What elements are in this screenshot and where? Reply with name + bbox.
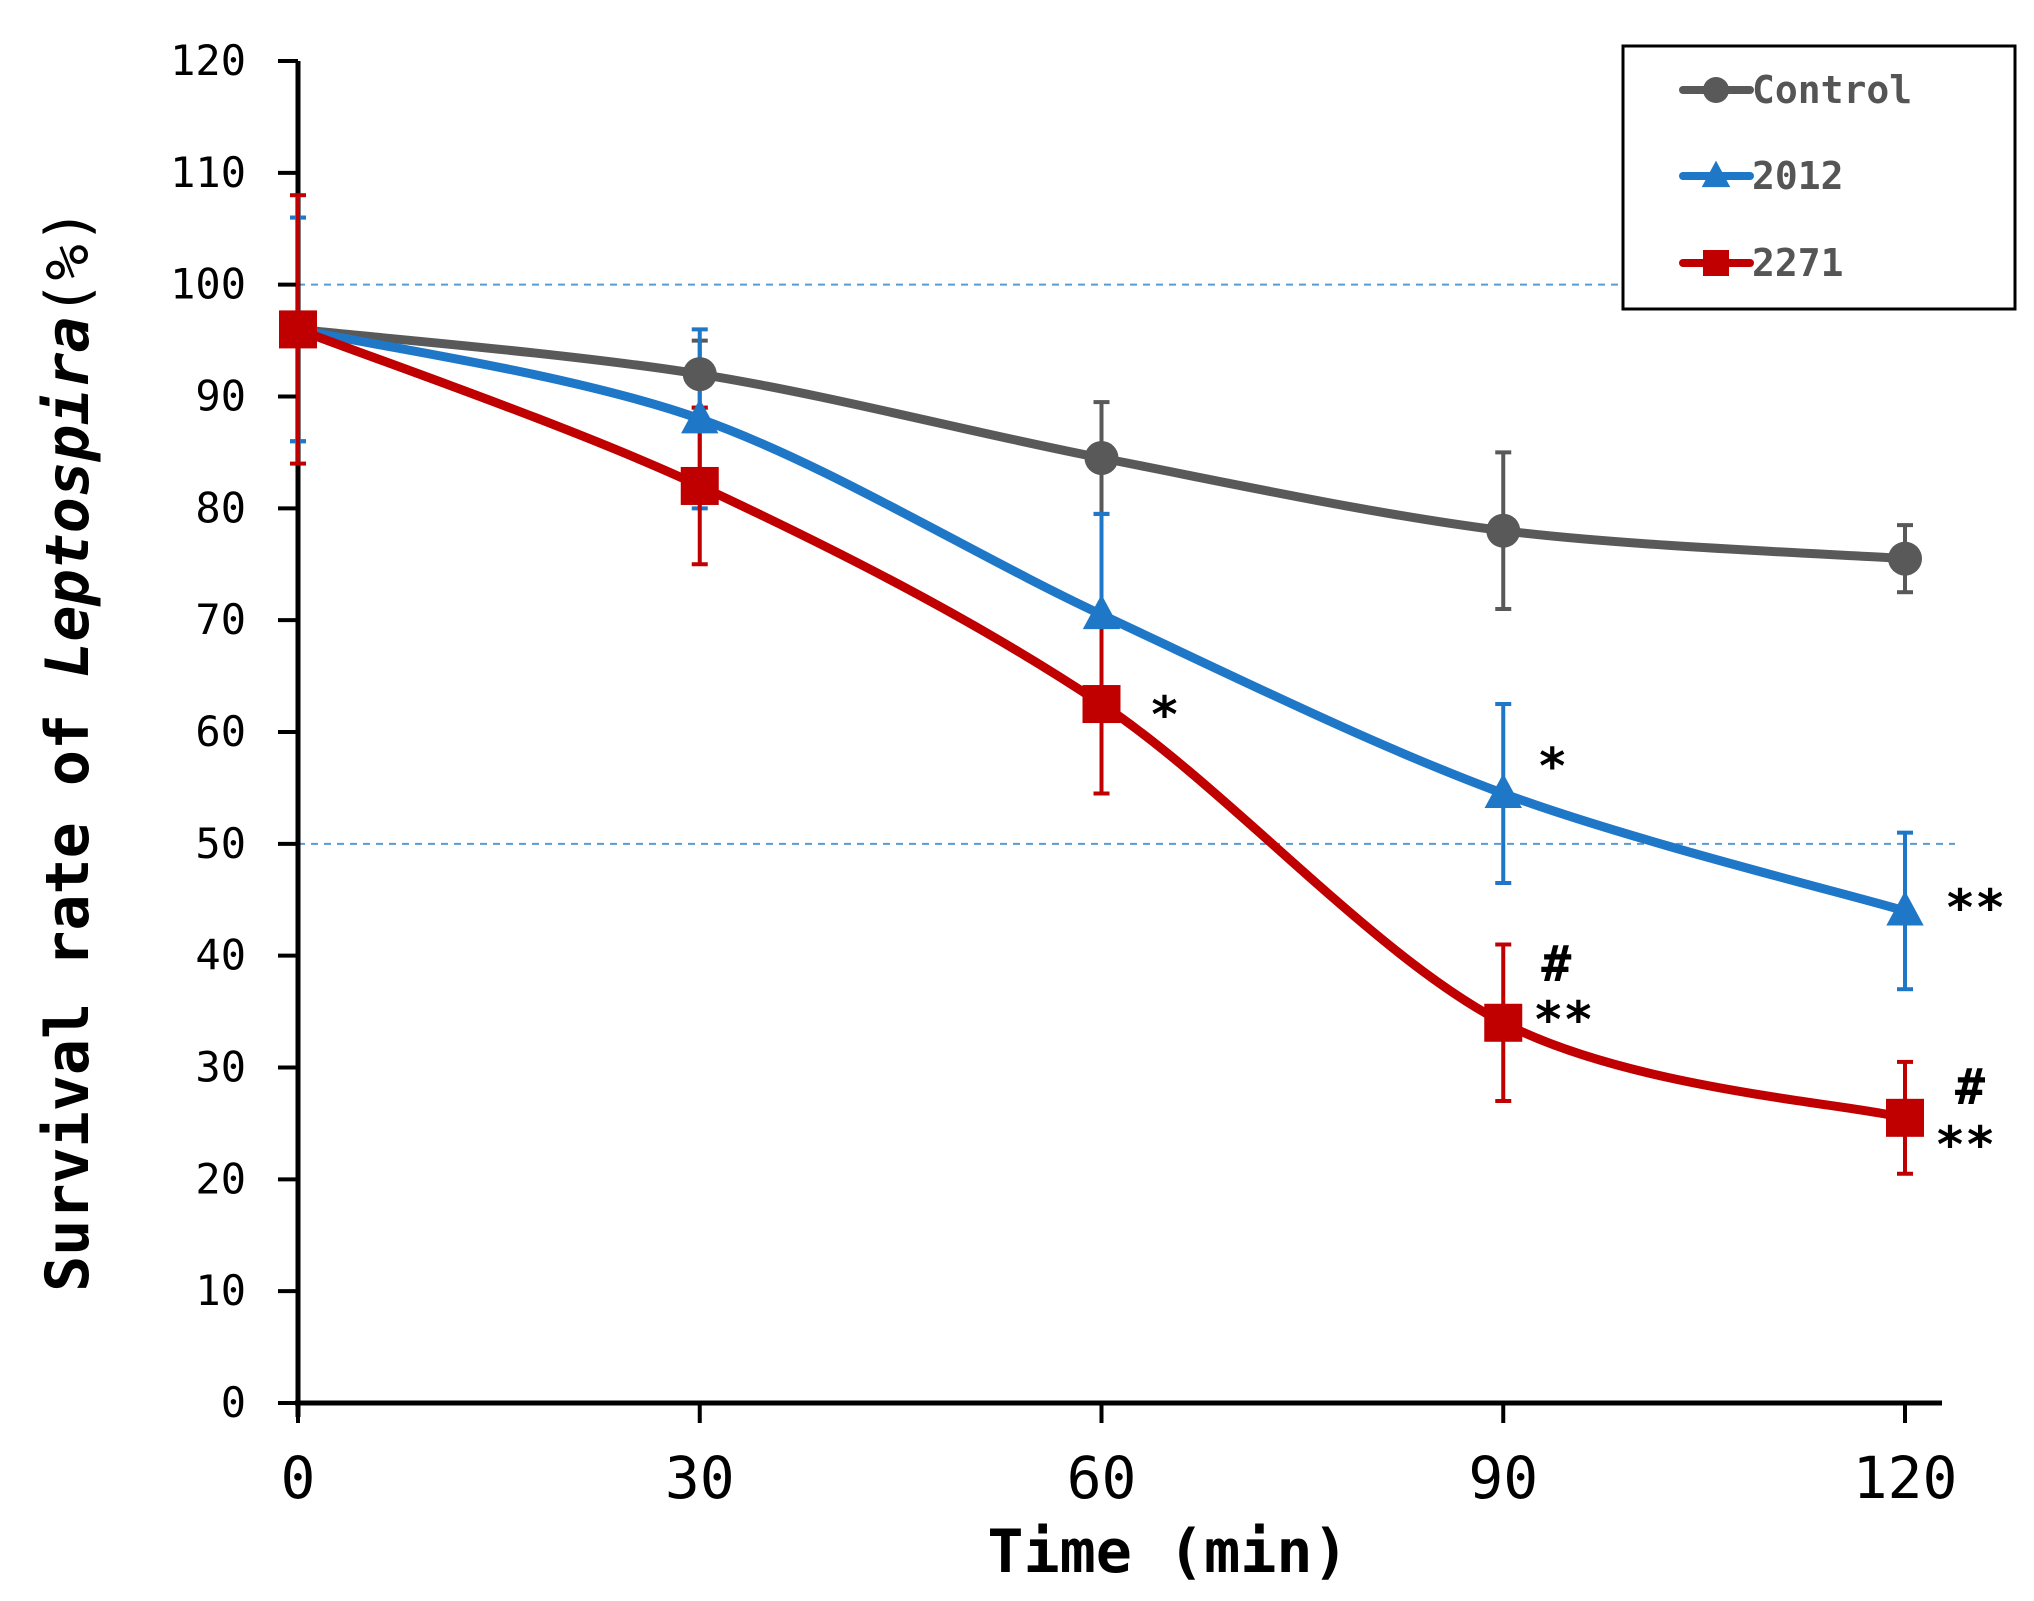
annotation-6: ** [1935,1116,1995,1174]
y-axis-title-prefix: Survival rate of [33,678,103,1292]
y-tick-label-30: 30 [195,1043,246,1092]
legend-marker-2271 [1703,250,1729,276]
y-tick-label-0: 0 [221,1378,246,1427]
marker-2012-30 [681,398,719,434]
legend-marker-2012 [1701,160,1731,188]
axes: 0 10 20 30 40 50 60 70 80 90 100 110 120 0 30 60 90 120 [170,36,1957,1512]
y-tick-label-20: 20 [195,1154,246,1203]
marker-2271-0 [279,310,317,349]
annotation-3: # [1541,935,1571,993]
annotation-2: ** [1945,879,2005,937]
y-tick-label-120: 120 [170,36,246,85]
y-axis-title: Survival rate of Leptospira(%) [33,208,103,1292]
x-tick-label-60: 60 [1067,1444,1137,1512]
y-axis-title-italic: Leptospira [33,317,103,678]
y-tick-label-40: 40 [195,931,246,980]
data-markers [279,309,1924,1137]
annotation-0: * [1150,686,1180,744]
y-tick-label-100: 100 [170,260,246,309]
annotation-4: ** [1533,991,1593,1049]
annotation-5: # [1955,1058,1985,1116]
marker-2271-90 [1484,1003,1523,1042]
x-tick-label-0: 0 [281,1444,316,1512]
legend: Control 2012 2271 [1621,44,2017,311]
y-tick-label-90: 90 [195,372,246,421]
marker-control-90 [1486,513,1521,548]
marker-control-30 [682,357,717,392]
y-tick-label-70: 70 [195,595,246,644]
legend-label-2271: 2271 [1752,241,1844,285]
marker-2271-60 [1082,685,1121,724]
y-tick-label-60: 60 [195,707,246,756]
marker-2012-60 [1082,594,1121,630]
x-axis-title: Time (min) [987,1517,1348,1587]
marker-2271-120 [1886,1098,1924,1137]
x-tick-label-30: 30 [665,1444,735,1512]
marker-2012-120 [1886,890,1924,926]
y-tick-label-110: 110 [170,148,246,197]
x-tick-label-120: 120 [1853,1444,1958,1512]
x-tick-label-90: 90 [1468,1444,1538,1512]
legend-marker-control [1703,77,1729,103]
marker-2012-90 [1484,773,1522,809]
marker-control-120 [1888,541,1922,576]
y-tick-label-80: 80 [195,483,246,532]
marker-control-60 [1084,441,1119,476]
legend-label-2012: 2012 [1752,154,1844,198]
y-axis-title-suffix: (%) [33,208,103,316]
marker-2271-30 [680,466,719,505]
reference-lines [298,283,1955,845]
y-tick-label-10: 10 [195,1266,246,1315]
error-bars [290,193,1913,1176]
annotation-1: * [1537,738,1567,796]
legend-label-control: Control [1752,68,1912,112]
y-tick-label-50: 50 [195,819,246,868]
significance-annotations: ****#**#** [1150,686,2006,1174]
